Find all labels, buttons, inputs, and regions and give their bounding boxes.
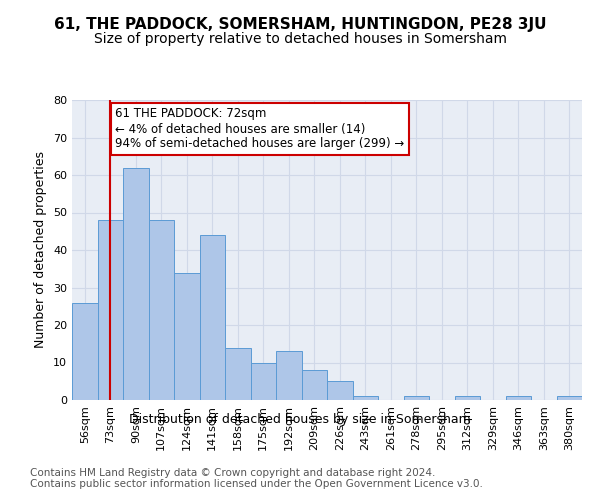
Bar <box>557 396 582 400</box>
Bar <box>404 396 429 400</box>
Bar <box>199 235 225 400</box>
Text: Contains HM Land Registry data © Crown copyright and database right 2024.
Contai: Contains HM Land Registry data © Crown c… <box>30 468 483 489</box>
Bar <box>97 220 123 400</box>
Bar <box>149 220 174 400</box>
Text: 61, THE PADDOCK, SOMERSHAM, HUNTINGDON, PE28 3JU: 61, THE PADDOCK, SOMERSHAM, HUNTINGDON, … <box>54 18 546 32</box>
Bar <box>251 362 276 400</box>
Bar <box>455 396 480 400</box>
Bar <box>174 272 199 400</box>
Y-axis label: Number of detached properties: Number of detached properties <box>34 152 47 348</box>
Bar <box>72 302 97 400</box>
Text: Size of property relative to detached houses in Somersham: Size of property relative to detached ho… <box>94 32 506 46</box>
Bar <box>276 351 302 400</box>
Bar <box>123 168 149 400</box>
Text: Distribution of detached houses by size in Somersham: Distribution of detached houses by size … <box>129 412 471 426</box>
Bar <box>327 381 353 400</box>
Bar <box>302 370 327 400</box>
Bar <box>225 348 251 400</box>
Text: 61 THE PADDOCK: 72sqm
← 4% of detached houses are smaller (14)
94% of semi-detac: 61 THE PADDOCK: 72sqm ← 4% of detached h… <box>115 108 404 150</box>
Bar <box>505 396 531 400</box>
Bar <box>353 396 378 400</box>
